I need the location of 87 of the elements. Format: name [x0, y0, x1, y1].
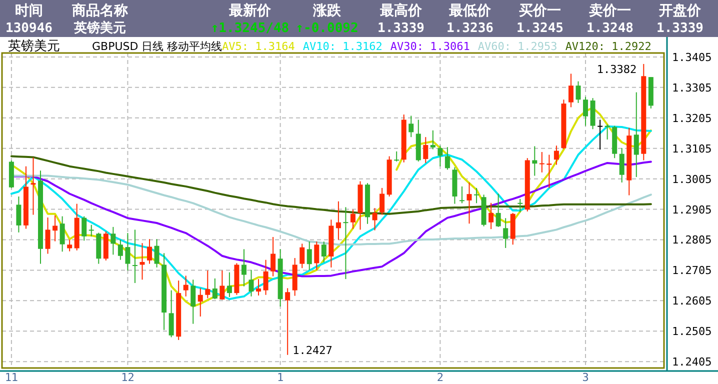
candlestick [619, 148, 624, 183]
candlestick [408, 115, 414, 138]
candlestick [336, 200, 341, 240]
candlestick [16, 196, 22, 233]
candlestick [140, 242, 145, 280]
candlestick [532, 146, 538, 176]
candlestick [168, 290, 174, 338]
candlestick [394, 150, 400, 162]
y-tick-label: 1.2605 [672, 294, 712, 308]
candlestick [183, 275, 188, 297]
y-tick-label: 1.2805 [672, 234, 712, 247]
candlestick [263, 259, 268, 296]
candlestick [306, 241, 312, 270]
candlestick [576, 80, 581, 104]
annotation: 1.2427 [292, 344, 332, 357]
candlestick [82, 216, 87, 242]
candlestick [30, 156, 36, 216]
x-tick-label: 2 [436, 371, 444, 384]
candlestick [350, 209, 356, 230]
candlestick [444, 146, 450, 170]
y-tick-label: 1.3005 [672, 172, 712, 186]
y-tick-label: 1.3405 [672, 50, 712, 64]
candlestick [474, 187, 480, 204]
candlestick [125, 232, 130, 272]
candlestick [598, 119, 603, 150]
candlestick [568, 73, 574, 108]
chart-subtitle: GBPUSD 日线 移动平均线 [92, 40, 222, 53]
y-tick-label: 1.3105 [672, 142, 712, 156]
y-tick-label: 1.3205 [672, 112, 712, 125]
candlestick [212, 278, 218, 300]
candlestick [423, 136, 428, 164]
candlestick [110, 226, 116, 256]
candlestick [205, 270, 210, 299]
candlestick [300, 243, 305, 269]
candlestick [634, 92, 639, 178]
x-tick-label: 1 [277, 371, 284, 384]
annotation: 1.3382 [596, 62, 637, 76]
candlestick [285, 288, 290, 356]
candlestick [198, 288, 203, 318]
candlestick [503, 218, 508, 248]
text: AV10: 1.3162 [302, 40, 382, 53]
candlestick [270, 236, 276, 277]
text: AV30: 1.3061 [390, 40, 470, 53]
candlestick [147, 238, 152, 264]
candlestick [52, 214, 58, 242]
candlestick [554, 145, 559, 166]
header: 时间 商品名称 最新价 涨跌 最高价 最低价 买价一 卖价一 开盘价 130946 英镑美元 ↑1.3245/48 ↑-0.0092 1.3339 1.3236 1.3245 1.3248 1.3339 [0, 0, 718, 37]
candlestick [241, 248, 246, 287]
candlestick [466, 182, 472, 224]
candlestick [314, 241, 320, 270]
candlestick [546, 154, 552, 188]
y-tick-label: 1.3305 [672, 81, 712, 94]
candlestick [67, 239, 72, 252]
y-tick-label: 1.2905 [672, 203, 712, 216]
x-tick-label: 12 [121, 371, 134, 384]
text: AV5: 1.3164 [222, 40, 296, 53]
candlestick [372, 208, 378, 231]
candlestick [248, 269, 254, 297]
candlestick [343, 206, 348, 280]
candlestick [45, 217, 50, 254]
y-tick-label: 1.2405 [672, 356, 712, 369]
y-tick-label: 1.2505 [672, 325, 712, 338]
candlestick [380, 187, 385, 216]
candlestick [118, 239, 123, 260]
candlestick [438, 145, 443, 167]
candlestick [132, 229, 138, 284]
candlestick [496, 193, 501, 228]
candlestick [220, 270, 225, 300]
chart-title: 英镑美元 [8, 38, 60, 54]
text: AV120: 1.2922 [565, 40, 652, 53]
candlestick [583, 96, 588, 126]
candlestick [539, 152, 544, 173]
candlestick [226, 272, 232, 298]
candlestick [430, 130, 436, 150]
x-tick-label: 3 [582, 371, 589, 384]
x-tick-label: 11 [4, 371, 18, 384]
candlestick [256, 278, 262, 296]
candlestick [88, 224, 94, 237]
candlestick [321, 241, 326, 263]
candlestick [488, 202, 494, 230]
candlestick [190, 279, 196, 324]
y-tick-label: 1.2705 [672, 264, 712, 278]
text: AV60: 1.2953 [478, 40, 558, 53]
candlestick [60, 216, 65, 252]
candlestick [518, 198, 523, 213]
candlestick [154, 238, 160, 268]
candlestick [459, 186, 464, 204]
